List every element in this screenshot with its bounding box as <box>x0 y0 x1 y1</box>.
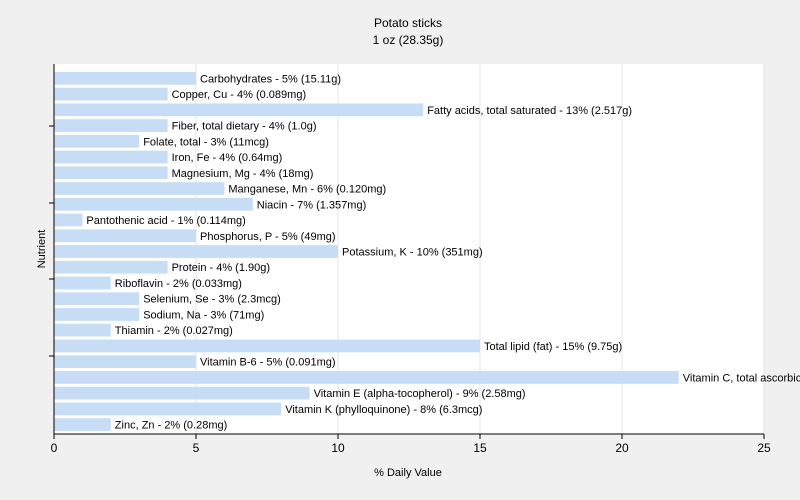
bar <box>54 166 168 180</box>
bar <box>54 323 111 337</box>
bar <box>54 260 168 274</box>
bar <box>54 245 338 258</box>
x-tick-label: 20 <box>615 441 629 455</box>
bar-label: Copper, Cu - 4% (0.089mg) <box>172 89 307 101</box>
bar <box>54 87 168 101</box>
chart-title: Potato sticks <box>374 16 442 30</box>
bar-label: Magnesium, Mg - 4% (18mg) <box>172 168 314 180</box>
bar <box>54 276 111 290</box>
bar-label: Fatty acids, total saturated - 13% (2.51… <box>427 105 632 117</box>
bar-label: Selenium, Se - 3% (2.3mcg) <box>143 294 281 306</box>
bar-label: Protein - 4% (1.90g) <box>172 262 270 274</box>
x-tick-label: 10 <box>331 441 345 455</box>
bar <box>54 402 282 416</box>
bar <box>54 339 480 353</box>
x-tick-label: 15 <box>473 441 487 455</box>
bar-label: Vitamin E (alpha-tocopherol) - 9% (2.58m… <box>314 388 526 400</box>
bar <box>54 213 83 227</box>
bar <box>54 119 168 132</box>
bar-label: Vitamin B-6 - 5% (0.091mg) <box>200 357 336 369</box>
bar <box>54 134 140 148</box>
bar-label: Iron, Fe - 4% (0.64mg) <box>172 152 283 164</box>
bar-label: Vitamin K (phylloquinone) - 8% (6.3mcg) <box>285 404 482 416</box>
bar <box>54 182 225 195</box>
x-tick-label: 0 <box>51 441 58 455</box>
bar-label: Niacin - 7% (1.357mg) <box>257 199 366 211</box>
bar-label: Thiamin - 2% (0.027mg) <box>115 325 233 337</box>
bar <box>54 355 196 369</box>
bar-label: Vitamin C, total ascorbic acid - 22% (13… <box>683 372 800 384</box>
bar <box>54 229 196 243</box>
bar <box>54 418 111 431</box>
bar <box>54 197 253 211</box>
bar <box>54 72 196 85</box>
bar <box>54 371 679 384</box>
x-tick-label: 5 <box>193 441 200 455</box>
bar <box>54 386 310 400</box>
bar-label: Phosphorus, P - 5% (49mg) <box>200 231 336 243</box>
bar-label: Fiber, total dietary - 4% (1.0g) <box>172 121 317 133</box>
bar <box>54 308 140 321</box>
bar-label: Pantothenic acid - 1% (0.114mg) <box>86 215 245 227</box>
bar-label: Sodium, Na - 3% (71mg) <box>143 309 264 321</box>
bar-label: Zinc, Zn - 2% (0.28mg) <box>115 420 227 432</box>
bar-label: Manganese, Mn - 6% (0.120mg) <box>228 184 386 196</box>
bar-label: Potassium, K - 10% (351mg) <box>342 247 483 259</box>
bar-label: Folate, total - 3% (11mcg) <box>143 136 269 148</box>
y-axis-title: Nutrient <box>36 230 48 269</box>
x-axis-title: % Daily Value <box>374 467 442 479</box>
x-tick-label: 25 <box>757 441 771 455</box>
axes-group: 0 5 10 15 20 25 <box>49 64 771 455</box>
bar <box>54 103 424 117</box>
bar-label: Carbohydrates - 5% (15.11g) <box>200 73 341 85</box>
bar-label: Total lipid (fat) - 15% (9.75g) <box>484 341 622 353</box>
chart-subtitle: 1 oz (28.35g) <box>373 33 444 47</box>
bars-group: Carbohydrates - 5% (15.11g) Copper, Cu - … <box>54 72 800 432</box>
bar-label: Riboflavin - 2% (0.033mg) <box>115 278 242 290</box>
bar <box>54 292 140 306</box>
bar <box>54 150 168 164</box>
